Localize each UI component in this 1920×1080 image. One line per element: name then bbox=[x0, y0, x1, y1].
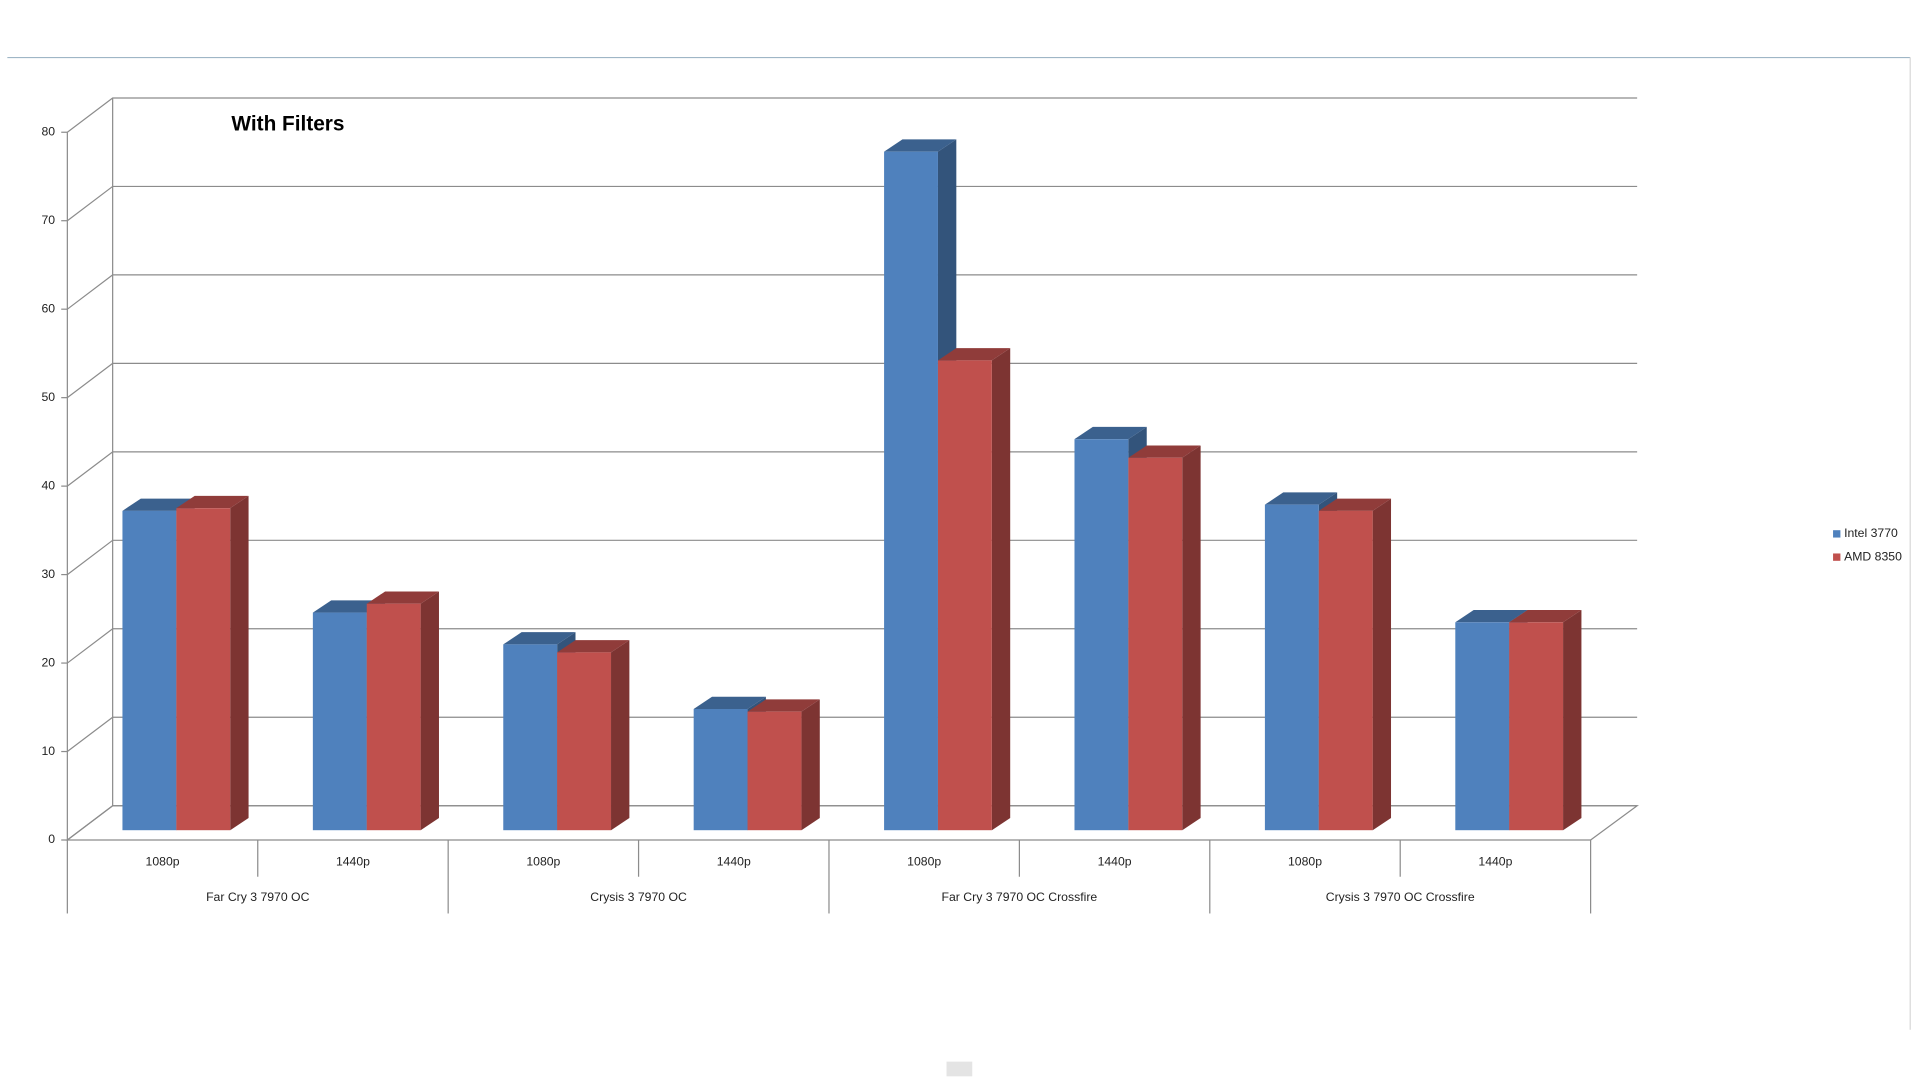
x-tick-label: 1440p bbox=[717, 854, 751, 868]
bar-side bbox=[420, 591, 439, 831]
group-label: Far Cry 3 7970 OC Crossfire bbox=[942, 890, 1098, 904]
bar bbox=[503, 644, 558, 831]
bar-top bbox=[1128, 445, 1201, 458]
floor bbox=[65, 805, 1640, 841]
bar bbox=[176, 508, 231, 831]
bar-top bbox=[557, 640, 630, 653]
bar bbox=[1318, 510, 1373, 831]
bar-top bbox=[1074, 426, 1147, 440]
bar bbox=[122, 510, 177, 831]
bar-top bbox=[1509, 610, 1582, 623]
grid-line bbox=[66, 628, 1638, 664]
grid-line bbox=[66, 805, 1638, 841]
y-tick-label: 80 bbox=[41, 124, 55, 138]
bar bbox=[312, 612, 367, 831]
x-tick-label: 1080p bbox=[526, 854, 560, 868]
x-tick-label: 1440p bbox=[1098, 854, 1132, 868]
bar-top bbox=[122, 498, 195, 511]
bar-top bbox=[937, 348, 1011, 361]
bar-top bbox=[1264, 492, 1338, 505]
x-tick-label: 1440p bbox=[1478, 854, 1512, 868]
bar-side bbox=[230, 495, 249, 831]
y-tick-label: 40 bbox=[41, 478, 55, 492]
grid-line bbox=[66, 451, 1638, 487]
bar bbox=[1509, 622, 1564, 831]
scroll-handle[interactable] bbox=[946, 1061, 973, 1077]
bar-top bbox=[1455, 610, 1528, 623]
bar bbox=[937, 360, 992, 831]
bar-side bbox=[991, 348, 1011, 831]
legend-label: AMD 8350 bbox=[1844, 549, 1902, 563]
bar bbox=[1128, 457, 1183, 831]
y-tick-label: 50 bbox=[41, 390, 55, 404]
bar-side bbox=[1563, 610, 1582, 831]
grid-line bbox=[66, 716, 1638, 753]
bar-side bbox=[801, 699, 820, 831]
x-tick-label: 1080p bbox=[146, 854, 180, 868]
bar-side bbox=[1182, 445, 1201, 831]
y-tick-label: 0 bbox=[48, 832, 55, 846]
legend-swatch bbox=[1833, 530, 1841, 538]
bar bbox=[557, 652, 612, 831]
bar bbox=[1264, 504, 1319, 831]
group-label: Crysis 3 7970 OC Crossfire bbox=[1326, 890, 1475, 904]
bar-top bbox=[176, 495, 249, 509]
y-tick-label: 60 bbox=[41, 301, 55, 315]
bar-side bbox=[1372, 498, 1392, 831]
x-tick-label: 1440p bbox=[336, 854, 370, 868]
grid-line bbox=[66, 539, 1638, 576]
group-label: Far Cry 3 7970 OC bbox=[206, 890, 310, 904]
x-tick-label: 1080p bbox=[907, 854, 941, 868]
y-tick-label: 70 bbox=[41, 213, 55, 227]
grid-line bbox=[66, 362, 1638, 399]
bar bbox=[884, 151, 938, 831]
y-tick-label: 20 bbox=[41, 655, 55, 669]
grid-line bbox=[66, 97, 1638, 133]
bar bbox=[366, 603, 421, 831]
bar-top bbox=[884, 139, 957, 152]
bar-side bbox=[611, 640, 630, 831]
legend-label: Intel 3770 bbox=[1844, 526, 1898, 540]
bar bbox=[747, 711, 802, 831]
y-tick-label: 30 bbox=[41, 567, 55, 581]
bar-top bbox=[503, 632, 576, 645]
bar-top bbox=[693, 696, 766, 710]
group-label: Crysis 3 7970 OC bbox=[590, 890, 687, 904]
y-tick-label: 10 bbox=[41, 744, 55, 758]
bar-top bbox=[366, 591, 439, 604]
bar-top bbox=[1318, 498, 1392, 511]
bar bbox=[1074, 439, 1129, 831]
legend-swatch bbox=[1833, 553, 1841, 561]
x-tick-label: 1080p bbox=[1288, 854, 1322, 868]
chart-title: With Filters bbox=[231, 112, 344, 135]
bar bbox=[1455, 622, 1510, 831]
grid-line bbox=[66, 185, 1638, 222]
bar-top bbox=[747, 699, 820, 712]
grid-line bbox=[66, 274, 1638, 310]
bar bbox=[693, 709, 748, 831]
